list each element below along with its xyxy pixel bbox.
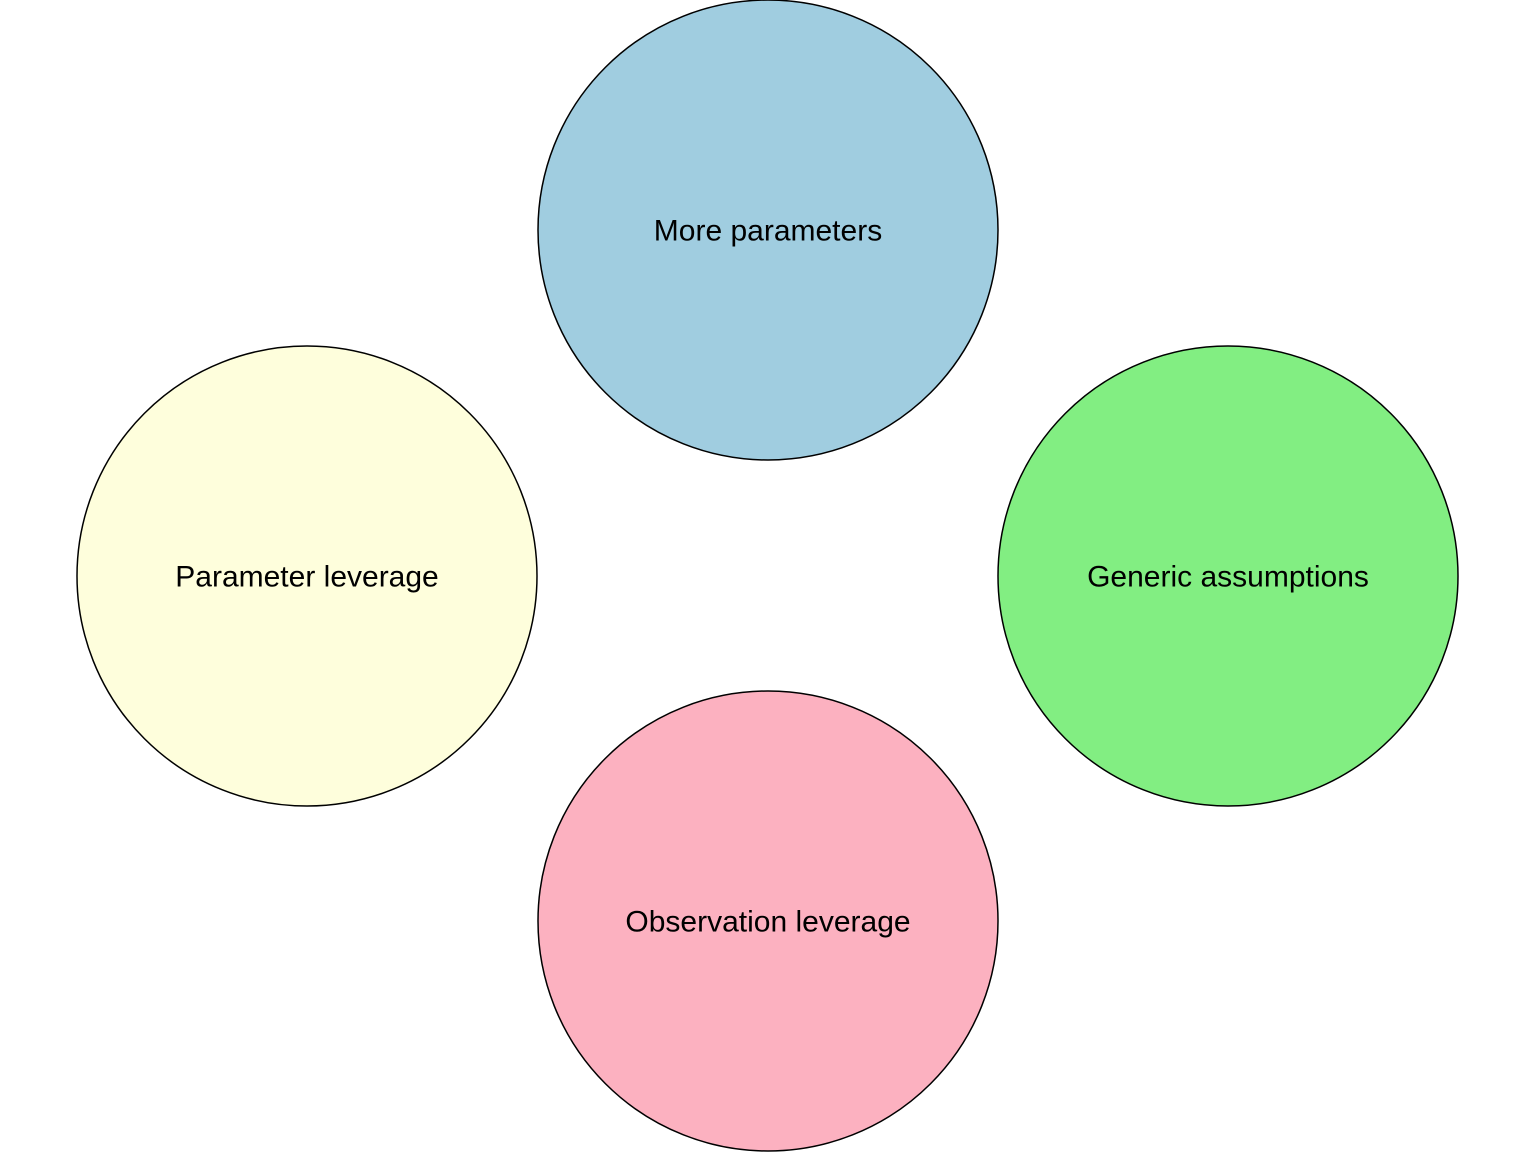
node-parameter-leverage-label: Parameter leverage — [175, 561, 438, 594]
node-generic-assumptions-label: Generic assumptions — [1087, 561, 1369, 594]
node-generic-assumptions-circle — [997, 345, 1459, 807]
node-observation-leverage-circle — [537, 690, 999, 1152]
node-parameter-leverage: Parameter leverage — [76, 345, 538, 807]
node-parameter-leverage-circle — [76, 345, 538, 807]
node-observation-leverage-label: Observation leverage — [625, 906, 910, 939]
node-observation-leverage: Observation leverage — [537, 690, 999, 1152]
node-more-parameters: More parameters — [537, 0, 999, 461]
node-more-parameters-label: More parameters — [654, 215, 882, 248]
node-generic-assumptions: Generic assumptions — [997, 345, 1459, 807]
node-more-parameters-circle — [537, 0, 999, 461]
